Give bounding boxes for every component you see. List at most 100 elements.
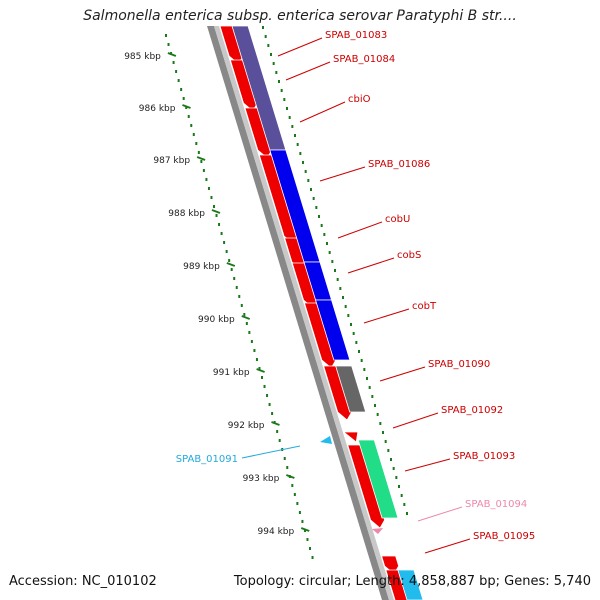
ruler-dot [262,26,264,29]
tick-dot [308,547,311,550]
ruler-dot [379,422,382,425]
ruler-dot [283,98,286,101]
rna-marker-pink [372,528,383,534]
cog-blocks [231,25,424,600]
backbone [207,26,394,600]
tick-mark [167,52,177,57]
tick-mark [256,368,265,373]
tick-dot [225,250,228,253]
ruler-dot [387,449,390,452]
tick-dot [240,304,243,307]
tick-label: 992 kbp [228,421,265,431]
tick-dot [212,205,215,208]
tick-mark [300,527,310,532]
ruler-dot [307,179,310,182]
tick-dot [210,196,213,199]
ruler-dot [368,386,371,389]
gene-labels: SPAB_01083 SPAB_01084 cbiO SPAB_01086 cobU co… [176,30,535,554]
tick-dot [195,142,198,145]
gene-leader [277,37,323,57]
tick-mark [285,474,295,479]
tick-dot [192,133,195,136]
tick-dot [185,106,188,109]
ruler-dot [358,350,361,353]
gene-leader [424,538,471,554]
tick-mark [182,104,191,109]
tick-dot [233,277,236,280]
tick-dot [258,367,261,370]
ruler-dot [291,125,294,128]
ruler-dot [390,458,393,461]
gene-leader [241,445,301,459]
backbone-outer [207,26,389,600]
cog-block [335,365,367,413]
gene-leader [404,458,451,472]
tick-dot [182,97,185,100]
tick-dot [276,430,279,433]
ruler-dot [366,377,369,380]
ruler-dot [296,143,299,146]
tick-dot [255,358,258,361]
ruler-dot [371,395,374,398]
tick-dot [243,313,246,316]
tick-dot [266,394,269,397]
tick-labels: 985 kbp 986 kbp 987 kbp 988 kbp 989 kbp 990 k… [124,52,294,537]
ruler-dot [406,512,409,515]
tick-mark [271,421,280,426]
tick-dot [230,268,233,271]
ruler-dot [360,359,363,362]
cog-block [315,299,351,361]
ruler-dot [286,107,289,110]
ruler-dot [288,116,291,119]
tick-mark [196,156,206,161]
ruler-dot [403,503,406,506]
ruler-dot [384,440,387,443]
ruler-dot [323,233,326,236]
tick-label: 985 kbp [124,52,161,62]
ruler-dot [342,296,345,299]
gene-leader [379,366,426,382]
ruler-dot [302,161,305,164]
tick-label: 989 kbp [183,262,220,272]
gene-label: SPAB_01092 [441,405,503,416]
gene-label: cobT [412,301,437,312]
tick-dot [190,124,193,127]
rna-marker-cyan [320,436,332,444]
ruler-dot [336,278,339,281]
ruler-dot [310,188,313,191]
ruler-dot [374,404,377,407]
tick-dot [228,259,231,262]
ruler-dot [350,323,353,326]
tick-dot [238,295,241,298]
tick-dot [218,223,221,226]
genome-title: Salmonella enterica subsp. enterica sero… [83,8,517,24]
tick-dot [303,529,306,532]
gene-arrow [342,431,359,443]
tick-dot [248,331,251,334]
ruler-dot [352,332,355,335]
ruler-dot [331,260,334,263]
tick-dot [296,502,299,505]
gene-leader [299,101,346,123]
tick-dot [177,79,180,82]
ruler-dot [355,341,358,344]
ruler-dot [294,134,297,137]
ruler-dot [398,485,401,488]
tick-dot [301,520,304,523]
tick-label: 987 kbp [153,156,190,166]
tick-dot [200,160,203,163]
gene-label: SPAB_01090 [428,359,490,370]
ruler-dot [376,413,379,416]
tick-label: 991 kbp [213,368,250,378]
ruler-dot [400,494,403,497]
cog-block [397,569,424,600]
cog-block [357,439,399,519]
gene-leader [417,506,463,522]
tick-dot [220,232,223,235]
tick-dot [245,322,248,325]
ruler-dot [395,476,398,479]
tick-dot [311,556,314,559]
tick-dot [235,286,238,289]
ruler-dot [275,71,278,74]
